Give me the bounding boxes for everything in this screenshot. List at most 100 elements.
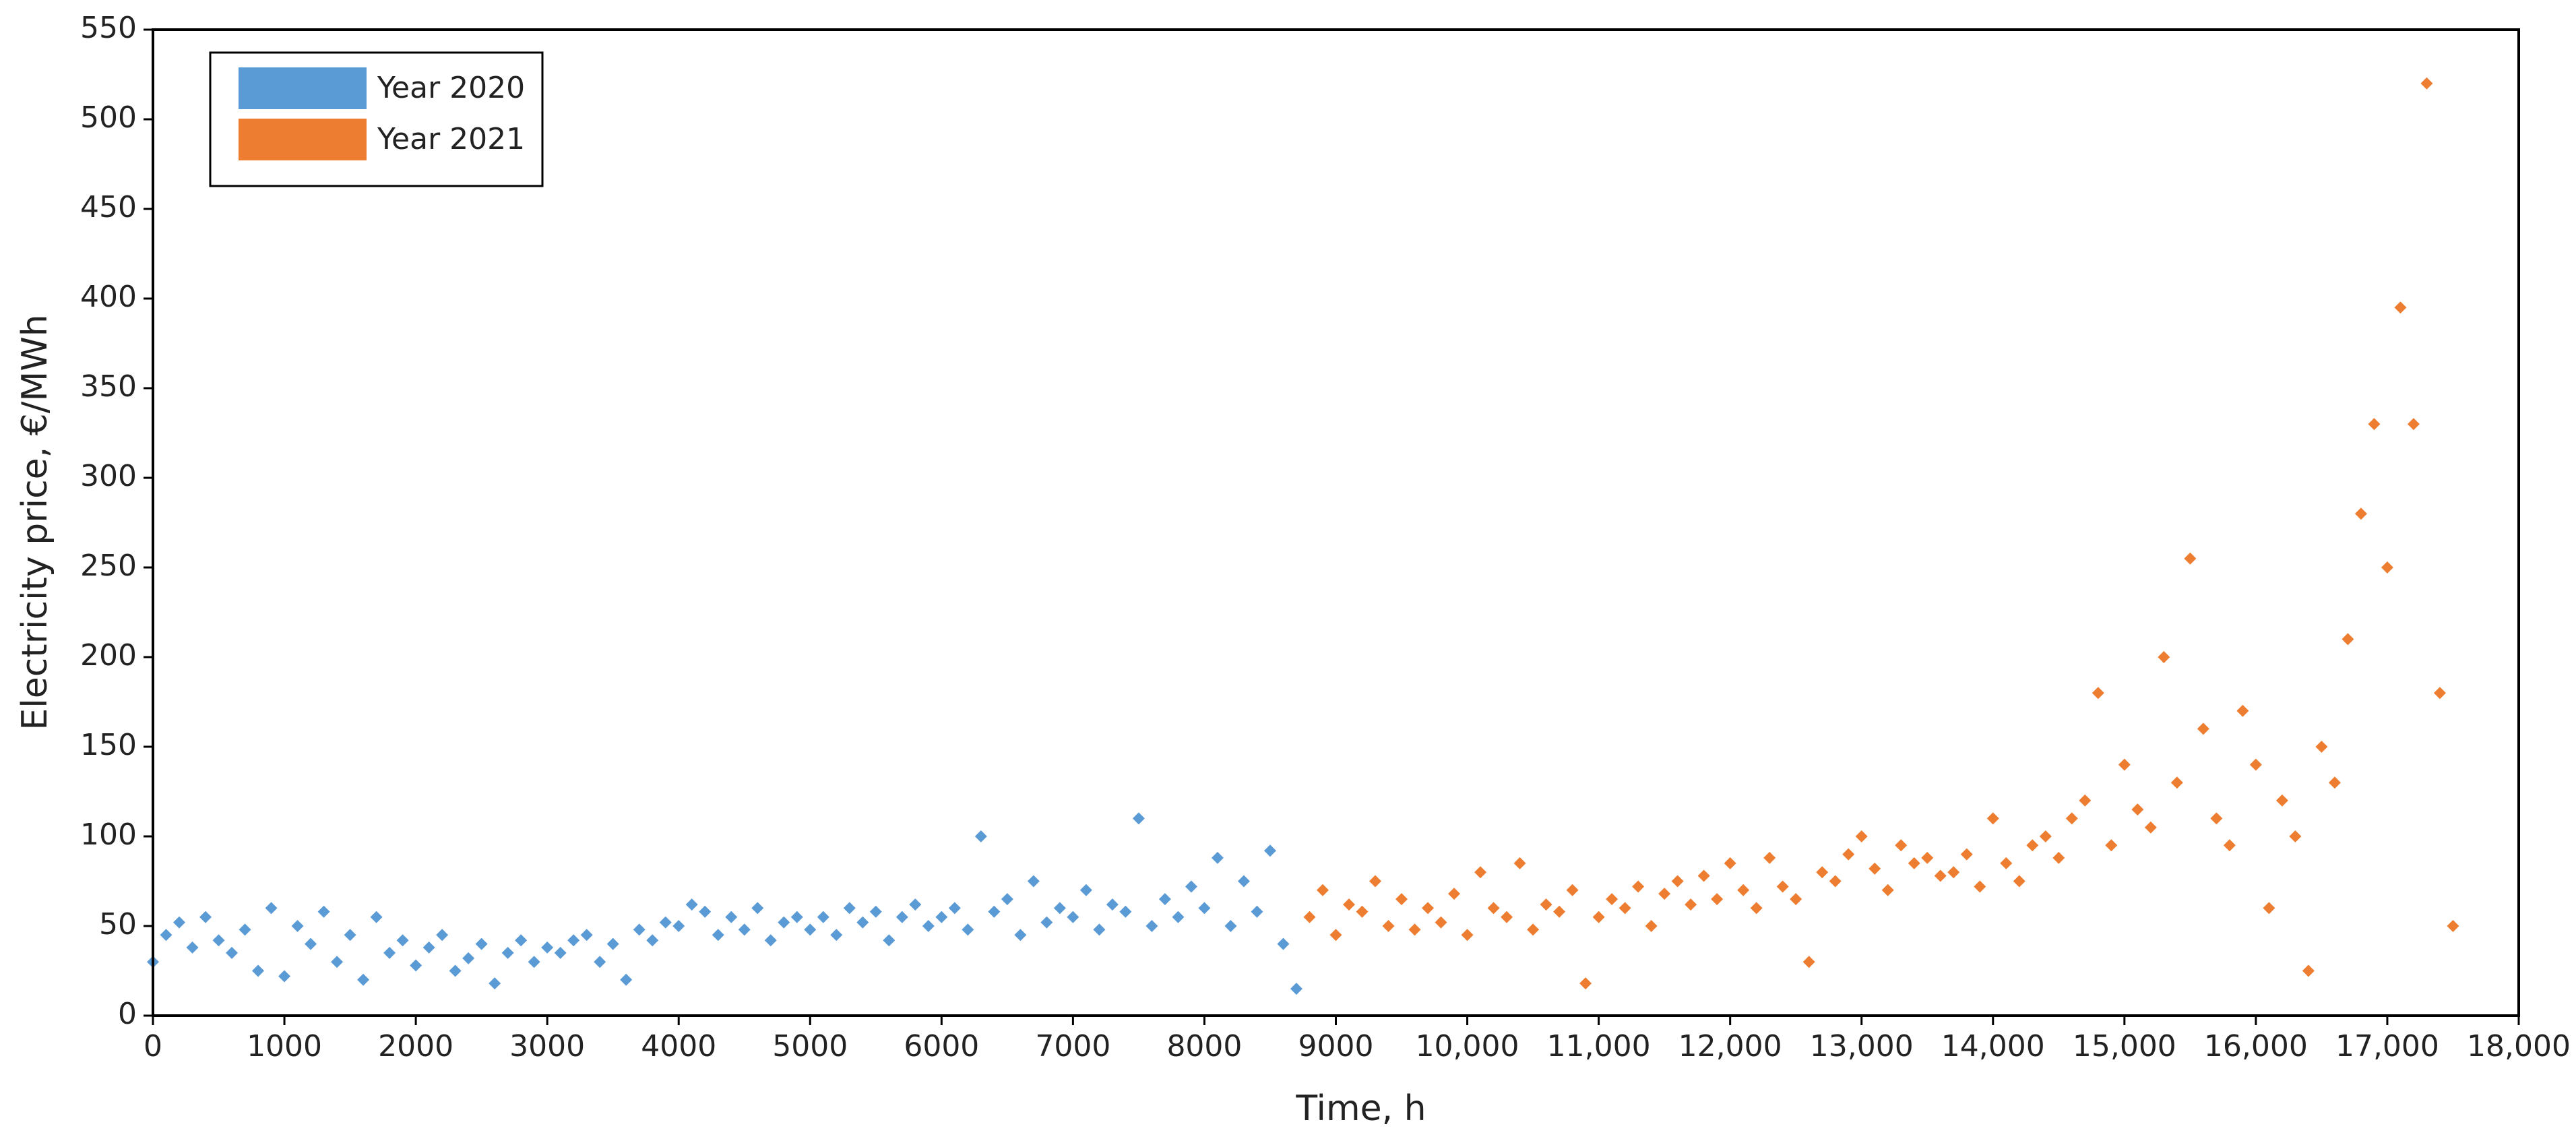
data-point <box>2105 839 2118 852</box>
data-point <box>1461 929 1474 942</box>
data-point <box>265 902 278 915</box>
data-point <box>2131 803 2144 816</box>
y-tick-label: 250 <box>80 549 137 583</box>
data-point <box>1211 851 1224 864</box>
y-tick-label: 550 <box>80 11 137 45</box>
y-tick-label: 350 <box>80 369 137 404</box>
data-point <box>2328 776 2341 789</box>
data-point <box>1855 830 1868 842</box>
data-point <box>896 911 908 923</box>
data-point <box>1816 866 1829 879</box>
data-point <box>212 934 225 947</box>
data-point <box>422 941 435 954</box>
data-point <box>1224 920 1237 932</box>
data-point <box>2236 704 2249 717</box>
data-point <box>501 946 514 959</box>
data-point <box>974 830 987 842</box>
data-point <box>1501 911 1513 923</box>
data-point <box>2420 77 2433 90</box>
x-tick-label: 2000 <box>378 1029 453 1063</box>
data-point <box>344 929 356 942</box>
data-point <box>962 923 974 936</box>
data-point <box>633 923 646 936</box>
data-point <box>1895 839 1908 852</box>
data-point <box>738 923 751 936</box>
data-point <box>1763 851 1776 864</box>
data-point <box>2315 741 2328 753</box>
data-point <box>2079 794 2092 807</box>
data-point <box>541 941 554 954</box>
data-point <box>2210 812 2223 825</box>
data-point <box>1145 920 1158 932</box>
data-point <box>2354 507 2367 520</box>
x-tick-label: 13,000 <box>1810 1029 1914 1063</box>
data-point <box>2223 839 2236 852</box>
data-point <box>370 911 383 923</box>
data-point <box>1435 916 1447 929</box>
data-point <box>804 923 817 936</box>
data-point <box>1540 898 1552 911</box>
data-point <box>567 934 580 947</box>
data-point <box>2026 839 2039 852</box>
y-axis-title: Electricity price, €/MWh <box>15 314 55 730</box>
data-point <box>909 898 922 911</box>
data-point <box>449 964 462 977</box>
data-point <box>2433 687 2446 700</box>
data-point <box>410 959 422 972</box>
data-point <box>1067 911 1079 923</box>
data-point <box>2092 687 2104 700</box>
data-point <box>1316 884 1329 896</box>
data-point <box>2144 821 2157 834</box>
legend-label: Year 2021 <box>377 122 525 156</box>
data-point <box>1908 857 1920 869</box>
data-point <box>1343 898 1356 911</box>
data-point <box>1685 898 1697 911</box>
legend-label: Year 2020 <box>377 71 525 105</box>
data-point <box>1645 920 1658 932</box>
data-point <box>580 929 593 942</box>
data-point <box>305 937 317 950</box>
data-point <box>659 916 672 929</box>
data-point <box>1395 893 1408 906</box>
data-point <box>764 934 777 947</box>
data-point <box>1974 880 1986 893</box>
data-point <box>1986 812 1999 825</box>
data-point <box>1868 862 1881 875</box>
data-point <box>331 956 344 968</box>
data-point <box>2170 776 2183 789</box>
data-point <box>554 946 567 959</box>
data-point <box>1553 905 1566 918</box>
data-point <box>1172 911 1185 923</box>
data-point <box>2275 794 2288 807</box>
data-point <box>646 934 659 947</box>
data-point <box>1277 937 1290 950</box>
data-point <box>1382 920 1395 932</box>
x-tick-label: 14,000 <box>1941 1029 2045 1063</box>
data-point <box>2368 418 2381 431</box>
y-tick-label: 450 <box>80 190 137 224</box>
data-point <box>2302 964 2315 977</box>
data-point <box>948 902 961 915</box>
data-point <box>1619 902 1631 915</box>
data-point <box>2158 651 2170 663</box>
data-point <box>252 964 265 977</box>
data-point <box>278 970 291 983</box>
x-axis-title: Time, h <box>1295 1088 1426 1129</box>
data-point <box>2118 758 2131 771</box>
x-tick-label: 4000 <box>641 1029 716 1063</box>
x-tick-label: 8000 <box>1166 1029 1242 1063</box>
data-point <box>1001 893 1013 906</box>
legend-swatch <box>239 67 367 109</box>
data-point <box>1934 869 1947 882</box>
legend-swatch <box>239 119 367 160</box>
data-point <box>1448 888 1461 900</box>
data-point <box>1921 851 1934 864</box>
data-point <box>1237 875 1250 888</box>
data-point <box>291 920 304 932</box>
data-point <box>778 916 790 929</box>
data-point <box>699 905 712 918</box>
x-tick-label: 0 <box>144 1029 162 1063</box>
data-point <box>1513 857 1526 869</box>
